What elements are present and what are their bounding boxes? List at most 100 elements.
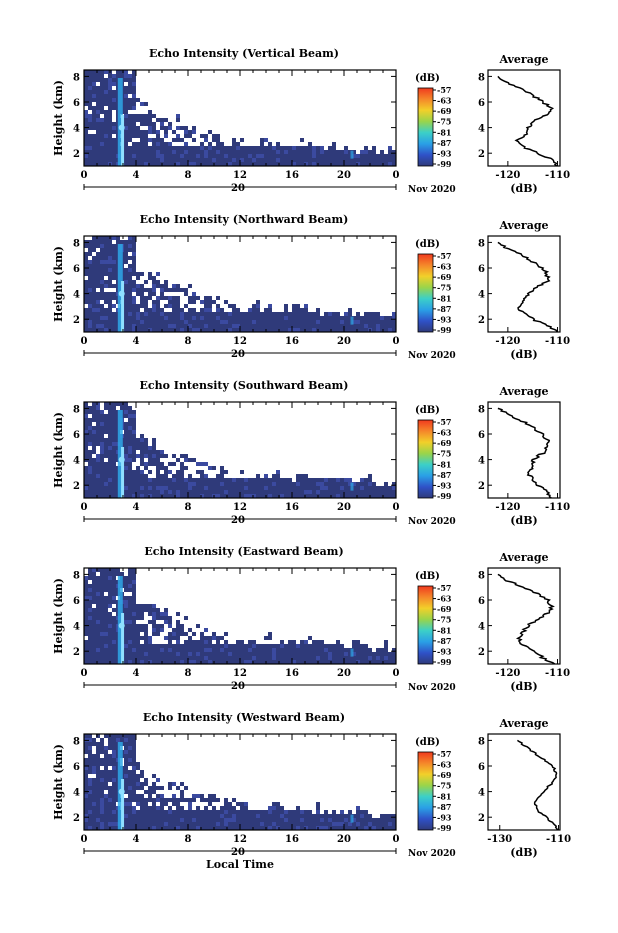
echo-cell xyxy=(240,158,244,162)
echo-cell xyxy=(200,482,204,486)
echo-cell xyxy=(84,806,88,810)
echo-cell xyxy=(128,632,132,636)
echo-cell xyxy=(88,778,92,782)
echo-cell xyxy=(112,802,116,806)
echo-cell xyxy=(124,138,128,142)
echo-cell xyxy=(100,648,104,652)
echo-cell xyxy=(124,580,128,584)
echo-cell xyxy=(304,660,308,664)
echo-cell xyxy=(92,818,96,822)
echo-cell xyxy=(92,620,96,624)
echo-cell xyxy=(88,300,92,304)
echo-cell xyxy=(112,786,116,790)
echo-cell xyxy=(136,162,140,166)
echo-cell xyxy=(164,478,168,482)
echo-cell xyxy=(104,426,108,430)
echo-cell xyxy=(100,774,104,778)
echo-cell xyxy=(168,328,172,332)
echo-cell xyxy=(96,466,100,470)
echo-cell xyxy=(352,328,356,332)
echo-cell xyxy=(88,102,92,106)
echo-cell xyxy=(148,110,152,114)
echo-cell xyxy=(96,620,100,624)
echo-cell xyxy=(84,576,88,580)
echo-cell xyxy=(108,146,112,150)
echo-cell xyxy=(128,426,132,430)
echo-cell xyxy=(104,466,108,470)
echo-cell xyxy=(168,636,172,640)
echo-cell xyxy=(104,810,108,814)
echo-cell xyxy=(252,656,256,660)
echo-cell xyxy=(364,312,368,316)
echo-cell xyxy=(148,482,152,486)
echo-cell xyxy=(160,482,164,486)
echo-cell xyxy=(152,320,156,324)
echo-cell xyxy=(164,826,168,830)
echo-cell xyxy=(172,494,176,498)
echo-cell xyxy=(144,640,148,644)
echo-cell xyxy=(232,810,236,814)
echo-cell xyxy=(104,616,108,620)
echo-cell xyxy=(96,300,100,304)
echo-cell xyxy=(104,576,108,580)
echo-cell xyxy=(156,470,160,474)
echo-cell xyxy=(212,648,216,652)
echo-cell xyxy=(332,482,336,486)
echo-cell xyxy=(240,470,244,474)
echo-cell xyxy=(212,486,216,490)
echo-cell xyxy=(128,74,132,78)
echo-cell xyxy=(124,806,128,810)
echo-cell xyxy=(352,656,356,660)
echo-cell xyxy=(100,126,104,130)
echo-cell xyxy=(168,660,172,664)
echo-cell xyxy=(372,158,376,162)
echo-cell xyxy=(96,410,100,414)
echo-cell xyxy=(144,280,148,284)
echo-cell xyxy=(240,320,244,324)
echo-cell xyxy=(296,308,300,312)
echo-cell xyxy=(240,802,244,806)
echo-cell xyxy=(288,818,292,822)
echo-cell xyxy=(120,70,124,74)
echo-cell xyxy=(304,640,308,644)
echo-cell xyxy=(200,660,204,664)
echo-cell xyxy=(216,636,220,640)
echo-cell xyxy=(284,660,288,664)
echo-cell xyxy=(344,146,348,150)
echo-cell xyxy=(300,320,304,324)
echo-cell xyxy=(100,264,104,268)
echo-cell xyxy=(144,652,148,656)
echo-cell xyxy=(156,316,160,320)
echo-cell xyxy=(268,154,272,158)
echo-cell xyxy=(236,324,240,328)
echo-cell xyxy=(268,656,272,660)
echo-cell xyxy=(108,580,112,584)
echo-cell xyxy=(180,316,184,320)
echo-cell xyxy=(196,644,200,648)
echo-cell xyxy=(284,162,288,166)
echo-cell xyxy=(136,328,140,332)
echo-cell xyxy=(100,272,104,276)
echo-cell xyxy=(116,240,120,244)
echo-cell xyxy=(300,652,304,656)
echo-cell xyxy=(192,822,196,826)
echo-cell xyxy=(148,450,152,454)
echo-cell xyxy=(192,126,196,130)
echo-cell xyxy=(180,806,184,810)
echo-cell xyxy=(132,794,136,798)
echo-cell xyxy=(136,130,140,134)
echo-cell xyxy=(168,494,172,498)
echo-cell xyxy=(236,822,240,826)
echo-cell xyxy=(348,822,352,826)
echo-cell xyxy=(88,276,92,280)
echo-cell xyxy=(88,288,92,292)
echo-cell xyxy=(232,814,236,818)
echo-cell xyxy=(100,762,104,766)
echo-cell xyxy=(388,158,392,162)
echo-cell xyxy=(84,90,88,94)
echo-cell xyxy=(152,280,156,284)
echo-cell xyxy=(280,162,284,166)
echo-cell xyxy=(112,490,116,494)
echo-cell xyxy=(92,106,96,110)
echo-cell xyxy=(200,312,204,316)
